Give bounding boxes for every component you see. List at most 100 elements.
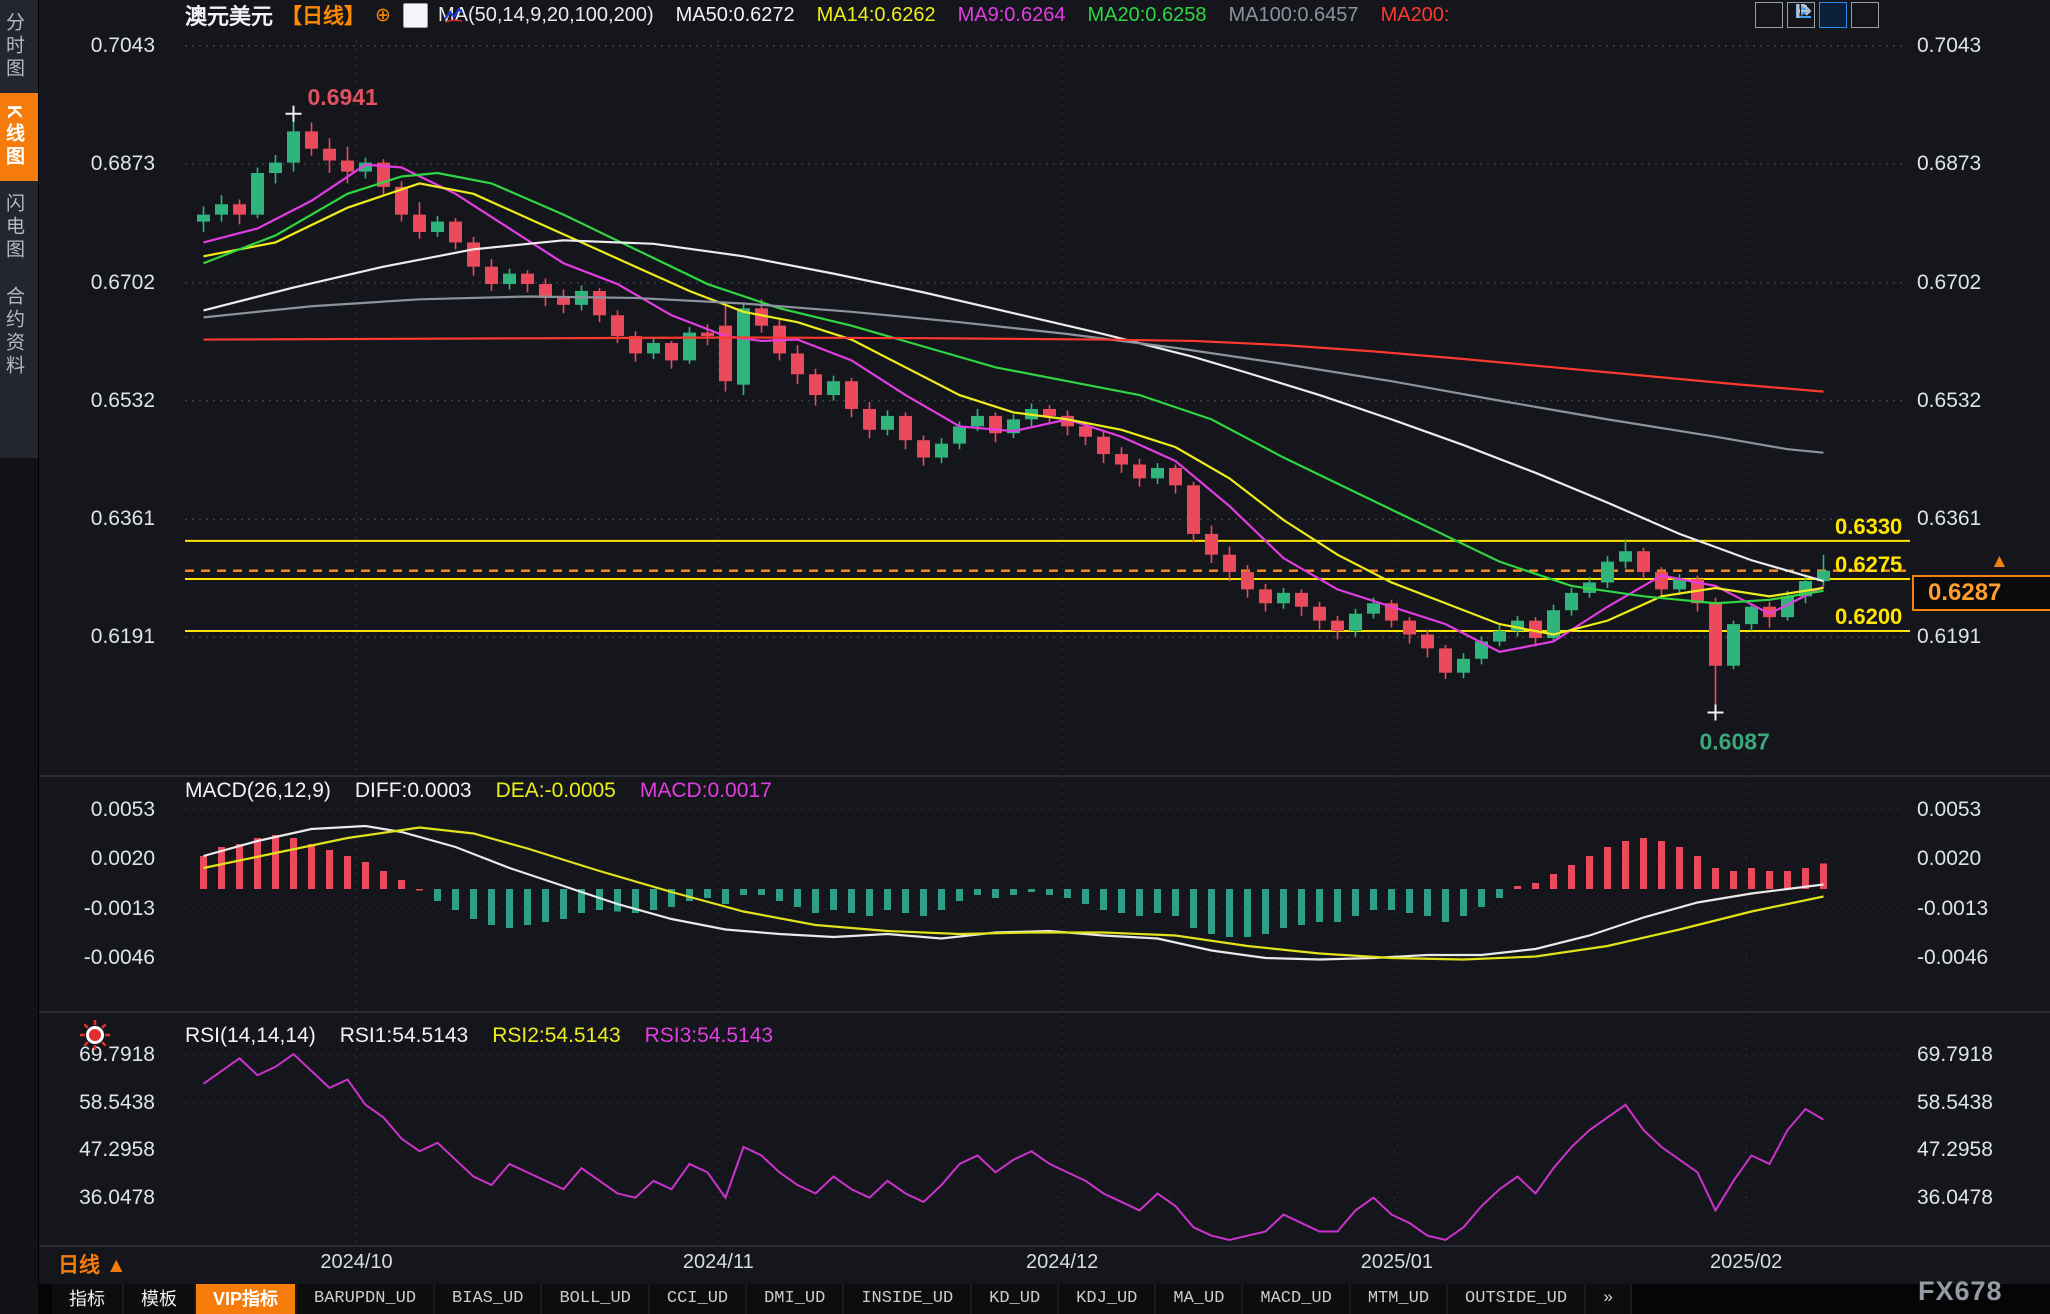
shift-right-tool-icon[interactable] xyxy=(1796,2,1879,28)
macd-dea-line xyxy=(203,826,1824,961)
date-label: 2024/12 xyxy=(1025,1251,1099,1273)
toolbar-item-1[interactable]: 模板 xyxy=(124,1284,196,1314)
ma-legend-item: MA9:0.6264 xyxy=(957,3,1066,26)
period-selector[interactable]: 日线 ▲ xyxy=(58,1254,127,1277)
candle xyxy=(1079,426,1092,437)
macd-tick-right: 0.0053 xyxy=(1917,797,1982,821)
sidebar-item-3[interactable]: 合约资料 xyxy=(3,285,24,378)
candle xyxy=(1169,467,1182,486)
price-tick-right: 0.6191 xyxy=(1917,625,1982,649)
candle xyxy=(899,415,912,441)
macd-tick-left: 0.0020 xyxy=(90,847,155,870)
rsi-title-row: RSI(14,14,14) RSI1:54.5143 RSI2:54.5143 RS… xyxy=(185,1024,773,1048)
candle xyxy=(1349,613,1362,632)
macd-tick-left: -0.0046 xyxy=(83,946,155,969)
toolbar-item-4[interactable]: BIAS_UD xyxy=(435,1284,543,1314)
candle xyxy=(611,315,624,337)
candle xyxy=(971,415,984,427)
price-tick-right: 0.6873 xyxy=(1917,151,1982,175)
rsi-tick-right: 69.7918 xyxy=(1917,1043,1993,1066)
ma-line-ma14 xyxy=(203,182,1824,636)
candle xyxy=(1727,624,1740,666)
candle xyxy=(1421,634,1434,649)
candle xyxy=(737,308,750,385)
candle xyxy=(791,353,804,375)
indicator-icon[interactable] xyxy=(402,2,463,28)
price-tick-left: 0.6361 xyxy=(90,507,155,531)
ma-line-ma9 xyxy=(203,163,1824,654)
candle xyxy=(1817,570,1830,582)
candle xyxy=(413,214,426,232)
period-tag: 【日线】 xyxy=(281,5,366,28)
watermark: FX678 xyxy=(1918,1276,2003,1306)
axis-play-tool-icon[interactable] xyxy=(1796,2,1847,28)
toolbar-item-15[interactable]: » xyxy=(1586,1284,1633,1314)
toolbar-item-vip[interactable]: VIP指标 xyxy=(196,1284,298,1314)
indicator-value: DEA:-0.0005 xyxy=(495,779,616,802)
candle xyxy=(1619,551,1632,562)
price-tick-right: 0.6532 xyxy=(1917,388,1982,412)
candle xyxy=(1781,596,1794,618)
candle xyxy=(881,415,894,430)
toolbar-item-5[interactable]: BOLL_UD xyxy=(542,1284,650,1314)
candle xyxy=(269,162,282,174)
add-icon[interactable]: ⊕ xyxy=(375,4,391,26)
symbol-title: 澳元美元 xyxy=(185,4,274,29)
price-tick-left: 0.6191 xyxy=(90,625,155,649)
toolbar-item-3[interactable]: BARUPDN_UD xyxy=(297,1284,436,1314)
high-price-label: 0.6941 xyxy=(308,84,379,110)
candle xyxy=(1097,436,1110,455)
sidebar: 分时图 K线图闪电图合约资料 xyxy=(0,0,39,1314)
candle xyxy=(917,440,930,458)
sidebar-item-2[interactable]: 闪电图 xyxy=(3,192,24,262)
candle xyxy=(449,221,462,243)
candle xyxy=(1457,658,1470,673)
date-label: 2024/10 xyxy=(320,1251,393,1273)
sidebar-item-1[interactable]: K线图 xyxy=(0,93,38,181)
candle xyxy=(1259,589,1272,604)
candle xyxy=(845,381,858,409)
toolbar-item-6[interactable]: CCI_UD xyxy=(649,1284,748,1314)
price-tick-right: 0.7043 xyxy=(1917,34,1982,57)
toolbar-item-8[interactable]: INSIDE_UD xyxy=(844,1284,973,1314)
chart-canvas[interactable]: 0.6941 0.6087 xyxy=(38,0,2050,1284)
rsi-tick-right: 47.2958 xyxy=(1917,1138,1993,1161)
grid xyxy=(38,40,2050,1247)
ma-legend-item: MA100:0.6457 xyxy=(1228,3,1359,26)
date-label: 2025/01 xyxy=(1360,1251,1434,1273)
rsi-tick-left: 36.0478 xyxy=(79,1185,155,1209)
price-tick-left: 0.6532 xyxy=(90,388,155,412)
rsi-tick-right: 36.0478 xyxy=(1917,1185,1993,1209)
toolbar-item-14[interactable]: OUTSIDE_UD xyxy=(1448,1284,1587,1314)
level-label: 0.6200 xyxy=(1835,604,1903,630)
candle xyxy=(953,426,966,444)
toolbar-item-11[interactable]: MA_UD xyxy=(1156,1284,1244,1314)
candle xyxy=(701,332,714,337)
rsi-tick-right: 58.5438 xyxy=(1917,1090,1993,1114)
price-tick-right: 0.6702 xyxy=(1917,270,1982,294)
indicator-value: RSI2:54.5143 xyxy=(492,1024,621,1047)
toolbar-item-13[interactable]: MTM_UD xyxy=(1350,1284,1449,1314)
candle xyxy=(1277,592,1290,604)
candle xyxy=(1547,610,1560,638)
toolbar-item-9[interactable]: KD_UD xyxy=(972,1284,1060,1314)
indicator-value: MACD:0.0017 xyxy=(639,779,772,802)
candle xyxy=(1709,603,1722,666)
candle xyxy=(359,162,372,172)
toolbar-item-10[interactable]: KDJ_UD xyxy=(1059,1284,1157,1314)
candle xyxy=(233,204,246,215)
macd-tick-right: -0.0046 xyxy=(1917,946,1989,969)
macd-tick-right: 0.0020 xyxy=(1917,847,1982,870)
candle xyxy=(341,160,354,172)
toolbar-item-0[interactable]: 指标 xyxy=(52,1284,124,1314)
candle xyxy=(1529,620,1542,638)
rsi-tick-left: 58.5438 xyxy=(79,1090,155,1114)
ma-settings-label: MA(50,14,9,20,100,200) xyxy=(437,3,654,26)
rsi-tick-left: 47.2958 xyxy=(79,1138,155,1161)
candle xyxy=(1601,561,1614,583)
toolbar-item-7[interactable]: DMI_UD xyxy=(747,1284,845,1314)
candle xyxy=(1115,454,1128,465)
sidebar-item-0[interactable]: 分时图 xyxy=(3,12,24,81)
toolbar-item-12[interactable]: MACD_UD xyxy=(1243,1284,1351,1314)
